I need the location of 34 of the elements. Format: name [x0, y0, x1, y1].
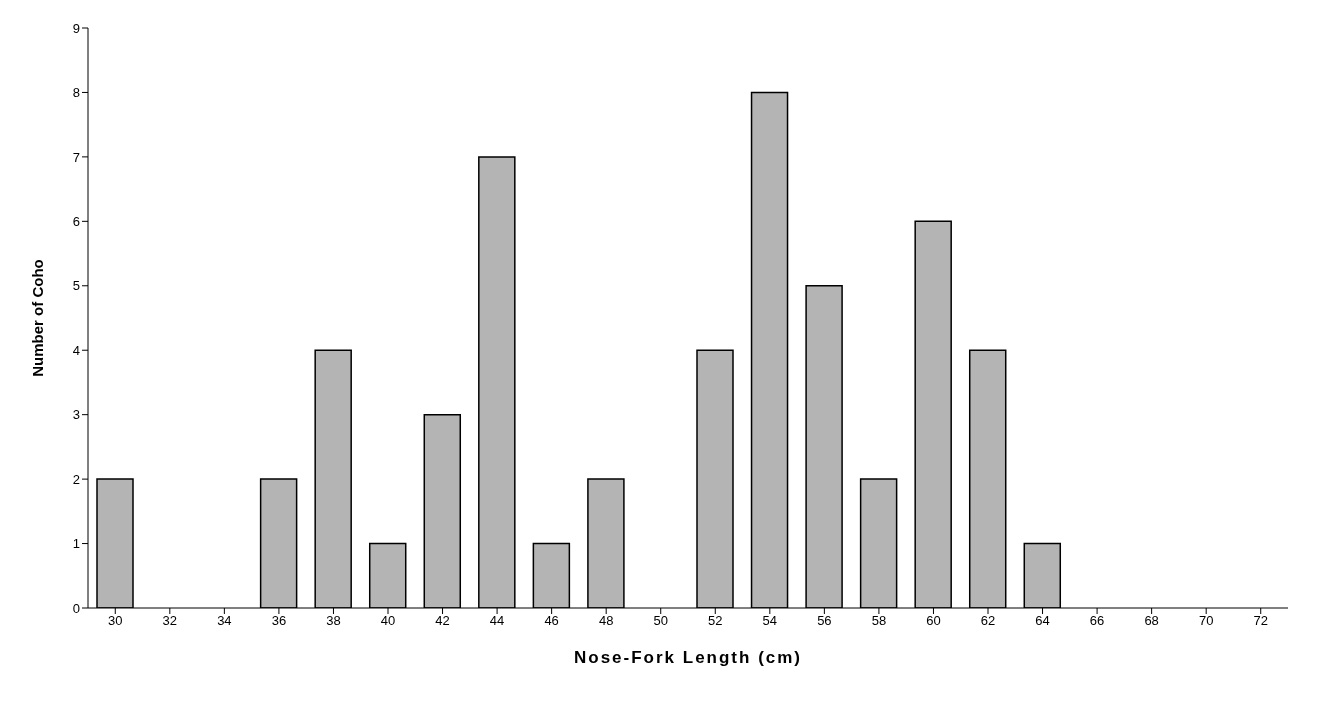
y-tick-label: 3 — [72, 407, 80, 423]
x-tick-label: 50 — [653, 613, 668, 629]
x-tick-label: 54 — [762, 613, 778, 629]
y-tick-label: 2 — [72, 471, 80, 487]
x-tick-label: 72 — [1253, 613, 1268, 629]
x-tick-label: 66 — [1089, 613, 1105, 629]
x-axis-title: Nose-Fork Length (cm) — [573, 648, 803, 667]
y-tick-label: 6 — [72, 213, 80, 229]
y-tick-label: 9 — [72, 20, 80, 36]
y-axis-title: Number of Coho — [29, 259, 47, 377]
x-tick-label: 62 — [980, 613, 996, 629]
y-tick-label: 7 — [72, 149, 80, 165]
x-tick-label: 40 — [380, 613, 396, 629]
x-tick-label: 38 — [326, 613, 341, 629]
y-tick-label: 1 — [72, 536, 80, 552]
x-tick-label: 30 — [108, 613, 123, 629]
y-tick-label: 5 — [72, 278, 80, 294]
x-tick-label: 64 — [1035, 613, 1050, 629]
x-tick-label: 52 — [708, 613, 723, 629]
x-tick-label: 46 — [544, 613, 559, 629]
x-tick-label: 36 — [271, 613, 287, 629]
y-tick-label: 4 — [72, 342, 80, 358]
y-tick-label: 0 — [72, 600, 80, 616]
x-tick-label: 60 — [926, 613, 941, 629]
x-tick-label: 56 — [817, 613, 832, 629]
x-tick-label: 48 — [598, 613, 614, 629]
x-tick-label: 58 — [871, 613, 887, 629]
x-tick-label: 42 — [435, 613, 450, 629]
x-tick-label: 32 — [162, 613, 178, 629]
x-tick-label: 44 — [489, 613, 505, 629]
y-tick-label: 8 — [72, 85, 80, 101]
x-tick-label: 68 — [1144, 613, 1159, 629]
x-tick-label: 34 — [217, 613, 232, 629]
x-tick-label: 70 — [1198, 613, 1214, 629]
